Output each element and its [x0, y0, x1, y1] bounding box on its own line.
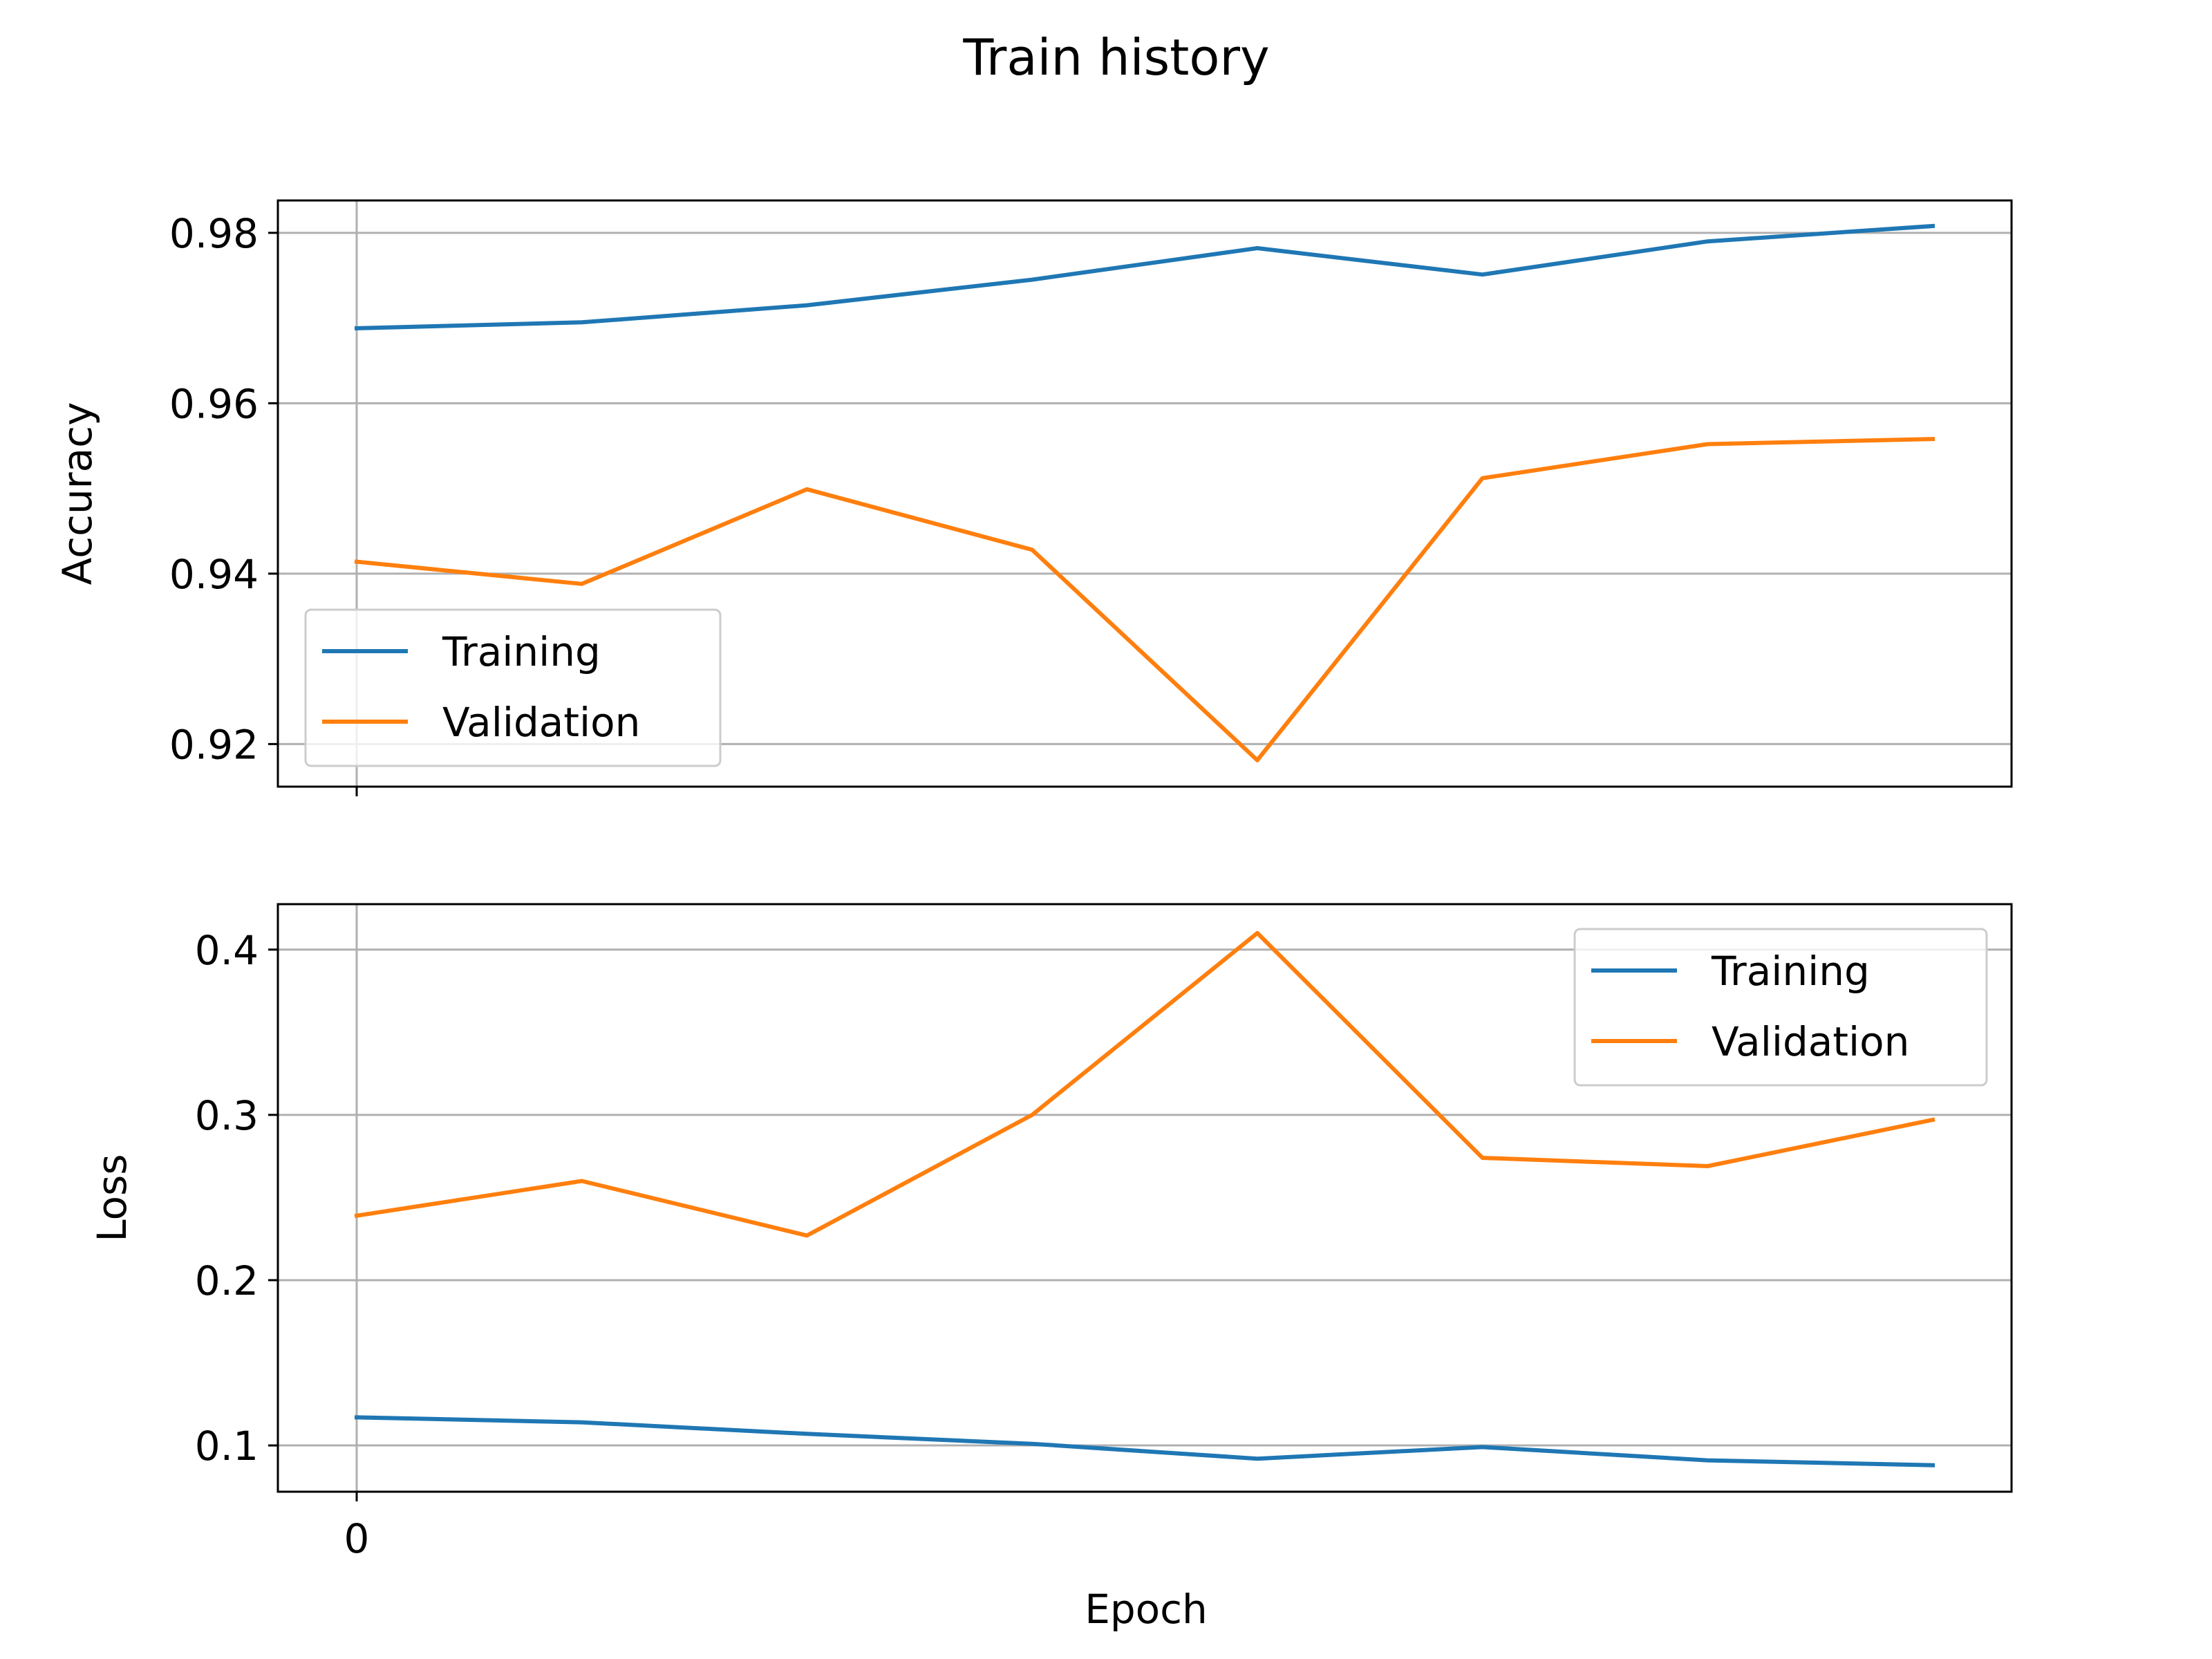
accuracy-ylabel: Accuracy	[54, 402, 101, 585]
loss-legend: Training Validation	[1573, 928, 1988, 1087]
loss-ytick-label: 0.2	[195, 1257, 259, 1304]
accuracy-panel: 0.92 0.94 0.96 0.98 Accuracy Training Validati…	[54, 199, 2013, 796]
loss-xlabel: Epoch	[1085, 1586, 1208, 1633]
figure-title: Train history	[962, 28, 1269, 86]
accuracy-validation-series-line	[354, 437, 1936, 762]
accuracy-ytick-label: 0.94	[169, 551, 259, 598]
accuracy-axes-frame	[276, 199, 2013, 788]
loss-ylabel: Loss	[88, 1154, 135, 1241]
accuracy-legend: Training Validation	[304, 608, 722, 767]
accuracy-ytick-label: 0.96	[169, 380, 259, 427]
accuracy-legend-training-label: Training	[442, 628, 601, 675]
loss-ytick-label: 0.3	[195, 1092, 259, 1139]
loss-legend-frame	[1573, 928, 1988, 1087]
loss-ytick-label: 0.4	[195, 927, 259, 974]
loss-training-series-line	[354, 1415, 1936, 1468]
accuracy-legend-validation-label: Validation	[442, 699, 640, 746]
loss-xtick-label: 0	[344, 1515, 370, 1562]
loss-legend-validation-label: Validation	[1712, 1018, 1909, 1065]
loss-legend-training-label: Training	[1711, 948, 1870, 995]
loss-ytick-label: 0.1	[195, 1423, 259, 1470]
loss-axes-frame	[276, 903, 2013, 1493]
accuracy-ytick-label: 0.98	[169, 210, 259, 257]
loss-validation-series-line	[354, 930, 1936, 1238]
accuracy-ytick-label: 0.92	[169, 721, 259, 768]
accuracy-legend-frame	[304, 608, 722, 767]
loss-panel: 0.1 0.2 0.3 0.4 0 Loss Epoch Training Validation	[88, 903, 2013, 1633]
accuracy-training-series-line	[354, 223, 1936, 330]
